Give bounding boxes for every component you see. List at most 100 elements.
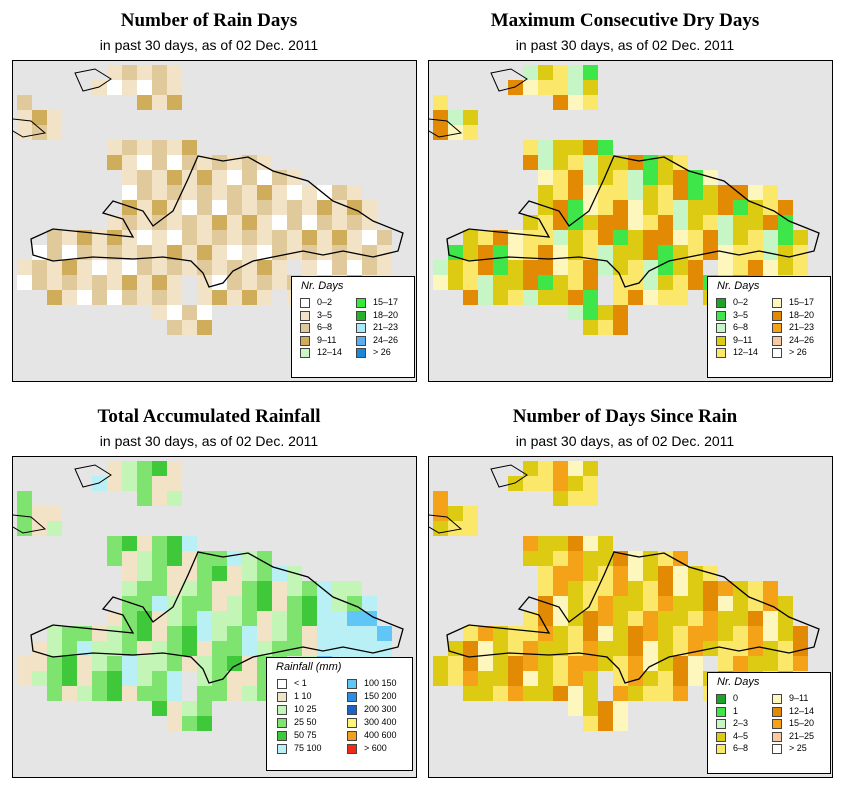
grid-cell (167, 320, 182, 335)
grid-cell (598, 260, 613, 275)
grid-cell (32, 641, 47, 656)
legend-swatch (772, 335, 782, 346)
grid-cell (107, 155, 122, 170)
grid-cell (778, 641, 793, 656)
grid-cell (598, 626, 613, 641)
grid-cell (152, 476, 167, 491)
legend-swatch (300, 323, 310, 333)
grid-cell (598, 320, 613, 335)
grid-cell (137, 200, 152, 215)
grid-cell (448, 521, 463, 536)
grid-cell (568, 170, 583, 185)
grid-cell (583, 551, 598, 566)
grid-cell (703, 611, 718, 626)
grid-cell (523, 230, 538, 245)
legend-label: 15–17 (789, 297, 815, 307)
grid-cell (598, 656, 613, 671)
grid-cell (47, 671, 62, 686)
grid-cell (197, 611, 212, 626)
grid-cell (302, 215, 317, 230)
grid-cell (62, 656, 77, 671)
grid-cell (553, 641, 568, 656)
grid-cell (448, 125, 463, 140)
grid-cell (17, 506, 32, 521)
grid-cell (748, 245, 763, 260)
grid-cell (242, 215, 257, 230)
grid-cell (688, 200, 703, 215)
grid-cell (227, 596, 242, 611)
grid-cell (568, 476, 583, 491)
grid-cell (62, 230, 77, 245)
grid-cell (523, 155, 538, 170)
grid-cell (197, 260, 212, 275)
grid-cell (433, 656, 448, 671)
grid-cell (197, 701, 212, 716)
grid-cell (658, 566, 673, 581)
grid-cell (433, 275, 448, 290)
grid-cell (77, 260, 92, 275)
grid-cell (628, 626, 643, 641)
grid-cell (568, 701, 583, 716)
grid-cell (47, 260, 62, 275)
grid-cell (628, 185, 643, 200)
grid-cell (583, 275, 598, 290)
legend-label: 3–5 (733, 309, 749, 320)
grid-cell (272, 596, 287, 611)
grid-cell (778, 596, 793, 611)
island-outline (30, 551, 404, 684)
grid-cell (62, 626, 77, 641)
grid-cell (137, 230, 152, 245)
grid-cell (688, 611, 703, 626)
grid-cell (478, 260, 493, 275)
grid-cell (628, 596, 643, 611)
grid-cell (152, 641, 167, 656)
grid-cell (583, 461, 598, 476)
legend-label: 0 (733, 693, 739, 703)
grid-cell (568, 641, 583, 656)
grid-cell (122, 656, 137, 671)
grid-cell (107, 476, 122, 491)
grid-cell (538, 566, 553, 581)
grid-cell (242, 275, 257, 290)
grid-cell (598, 716, 613, 731)
legend-swatch (716, 731, 726, 742)
grid-cell (718, 215, 733, 230)
grid-cell (493, 260, 508, 275)
grid-cell (182, 641, 197, 656)
grid-cell (583, 581, 598, 596)
panel-days-since-rain: Number of Days Since Rain in past 30 day… (416, 396, 834, 791)
legend-label: 9–11 (789, 693, 809, 703)
grid-cell (242, 185, 257, 200)
grid-cell (272, 230, 287, 245)
grid-cell (643, 656, 658, 671)
grid-cell (628, 170, 643, 185)
legend-label: 6–8 (317, 322, 333, 332)
grid-cell (538, 641, 553, 656)
grid-cell (673, 155, 688, 170)
grid-cell (508, 260, 523, 275)
grid-cell (583, 626, 598, 641)
grid-cell (167, 95, 182, 110)
grid-cell (613, 611, 628, 626)
grid-cell (718, 581, 733, 596)
grid-cell (47, 641, 62, 656)
legend: Nr. Days 0–2 3–5 6–8 9–11 12–14 15–17 18–20 21… (291, 276, 415, 378)
grid-cell (583, 491, 598, 506)
grid-cell (107, 461, 122, 476)
grid-cell (32, 275, 47, 290)
grid-cell (212, 200, 227, 215)
grid-cell (92, 626, 107, 641)
grid-cell (463, 686, 478, 701)
grid-cell (433, 110, 448, 125)
grid-cell (107, 686, 122, 701)
grid-cell (347, 260, 362, 275)
grid-cell (553, 185, 568, 200)
grid-cell (32, 245, 47, 260)
grid-cell (182, 656, 197, 671)
panel-rain-days: Number of Rain Days in past 30 days, as … (0, 0, 418, 395)
grid-cell (152, 701, 167, 716)
grid-cell (302, 581, 317, 596)
grid-cell (182, 200, 197, 215)
grid-cell (197, 230, 212, 245)
grid-cell (347, 245, 362, 260)
